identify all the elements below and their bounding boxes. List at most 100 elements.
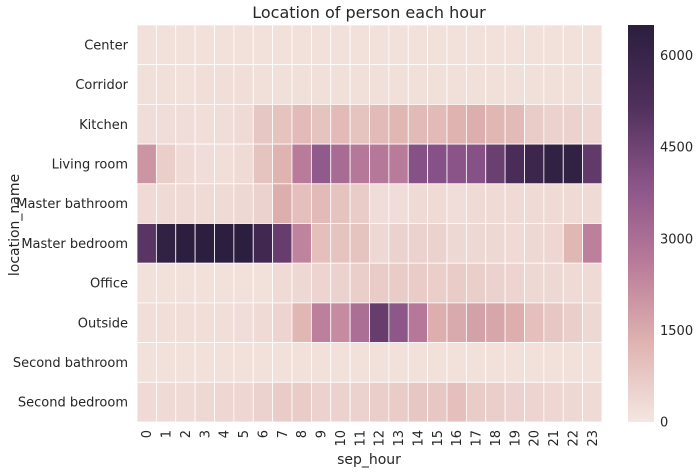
heatmap-cell <box>427 64 448 105</box>
heatmap-cell <box>291 64 312 105</box>
heatmap-cell <box>427 183 448 224</box>
heatmap-cell <box>233 342 254 383</box>
heatmap-cell <box>272 342 293 383</box>
heatmap-cell <box>427 24 448 66</box>
heatmap-cell <box>194 104 215 145</box>
heatmap-cell <box>194 342 215 383</box>
heatmap-cell <box>272 302 293 343</box>
colorbar-tick-label: 4500 <box>660 141 693 156</box>
heatmap-cell <box>291 342 312 383</box>
heatmap-cell <box>582 183 603 224</box>
heatmap-cell <box>369 302 390 343</box>
heatmap-cell <box>427 342 448 383</box>
heatmap-cell <box>465 143 487 185</box>
heatmap-cell <box>272 24 293 66</box>
heatmap-cell <box>465 381 487 423</box>
heatmap-cell <box>252 104 274 145</box>
heatmap-cell <box>427 302 448 343</box>
heatmap-cell <box>330 104 351 145</box>
x-tick-label: 15 <box>431 430 446 447</box>
heatmap-cell <box>504 262 525 304</box>
heatmap-cell <box>194 143 215 185</box>
heatmap-cell <box>136 223 157 264</box>
heatmap-cell <box>233 64 254 105</box>
heatmap-cell <box>349 24 370 66</box>
heatmap-cell <box>175 223 196 264</box>
heatmap-cell <box>369 223 390 264</box>
heatmap-cell <box>175 64 196 105</box>
colorbar-tick-label: 3000 <box>660 232 693 247</box>
heatmap-cell <box>388 302 409 343</box>
heatmap-cell <box>446 262 467 304</box>
heatmap-cell <box>136 104 157 145</box>
heatmap-cell <box>155 262 177 304</box>
heatmap-cell <box>349 342 370 383</box>
heatmap-cell <box>562 104 584 145</box>
heatmap-cell <box>155 381 177 423</box>
x-tick-label: 2 <box>179 430 194 438</box>
chart-title: Location of person each hour <box>252 3 486 22</box>
heatmap-cell <box>485 223 506 264</box>
heatmap-cell <box>349 381 370 423</box>
heatmap-cell <box>175 143 196 185</box>
heatmap-cell <box>407 223 429 264</box>
heatmap-cell <box>310 223 332 264</box>
heatmap-cell <box>291 24 312 66</box>
heatmap-cell <box>310 183 332 224</box>
heatmap-cell <box>504 104 525 145</box>
heatmap-cell <box>504 302 525 343</box>
x-tick-label: 22 <box>566 430 581 447</box>
heatmap-cell <box>543 64 564 105</box>
heatmap-cell <box>407 183 429 224</box>
heatmap-cell <box>349 223 370 264</box>
heatmap-cell <box>330 183 351 224</box>
heatmap-cell <box>465 342 487 383</box>
heatmap-cell <box>524 183 545 224</box>
heatmap-cell <box>369 24 390 66</box>
heatmap-cell <box>310 143 332 185</box>
heatmap-cell <box>310 302 332 343</box>
x-tick-label: 17 <box>470 430 485 447</box>
heatmap-cell <box>214 24 235 66</box>
y-tick-label: Outside <box>78 316 128 331</box>
heatmap-cell <box>446 381 467 423</box>
heatmap-cell <box>310 64 332 105</box>
heatmap-cell <box>233 381 254 423</box>
heatmap-cell <box>136 262 157 304</box>
heatmap-cell <box>543 262 564 304</box>
heatmap-cell <box>291 262 312 304</box>
heatmap-cell <box>543 24 564 66</box>
heatmap-cell <box>214 302 235 343</box>
heatmap-cell <box>194 223 215 264</box>
x-tick-label: 8 <box>295 430 310 438</box>
heatmap-cell <box>543 381 564 423</box>
heatmap-cell <box>252 183 274 224</box>
heatmap-cell <box>214 262 235 304</box>
x-tick-label: 19 <box>508 430 523 447</box>
heatmap-cell <box>524 24 545 66</box>
heatmap-cell <box>524 223 545 264</box>
heatmap-cell <box>504 342 525 383</box>
x-tick-label: 3 <box>198 430 213 438</box>
heatmap-cell <box>330 143 351 185</box>
heatmap-cell <box>252 64 274 105</box>
heatmap-cell <box>233 183 254 224</box>
y-tick-label: Living room <box>52 157 128 172</box>
heatmap-cell <box>543 143 564 185</box>
heatmap-cell <box>252 302 274 343</box>
heatmap-cell <box>524 262 545 304</box>
heatmap-cell <box>194 183 215 224</box>
heatmap-cell <box>485 342 506 383</box>
heatmap-cell <box>291 223 312 264</box>
heatmap-cell <box>407 262 429 304</box>
x-tick-label: 13 <box>392 430 407 447</box>
heatmap-cell <box>582 262 603 304</box>
heatmap-cell <box>446 104 467 145</box>
heatmap-cell <box>330 342 351 383</box>
x-tick-label: 5 <box>237 430 252 438</box>
heatmap-cell <box>388 143 409 185</box>
heatmap-cell <box>310 104 332 145</box>
heatmap-cell <box>562 183 584 224</box>
heatmap-cell <box>543 183 564 224</box>
